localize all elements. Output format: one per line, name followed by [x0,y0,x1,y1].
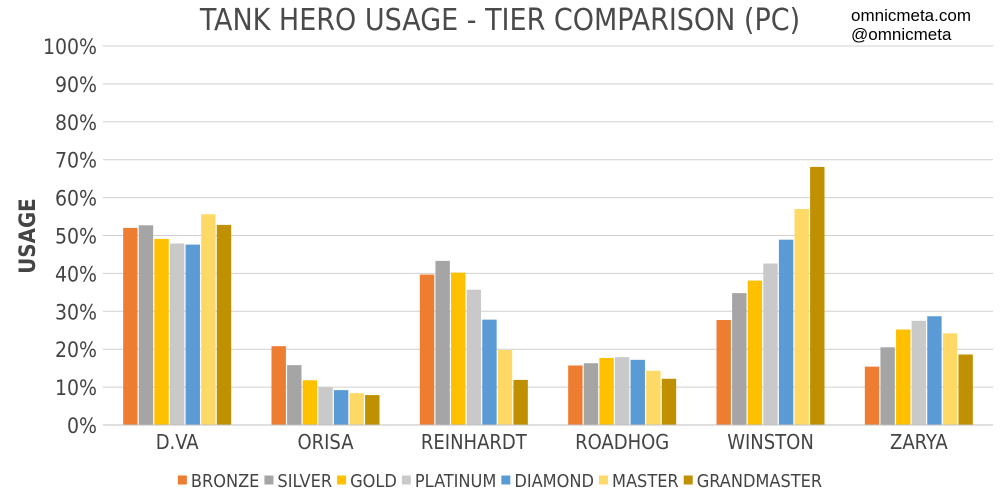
y-axis-label: USAGE [16,198,41,273]
bar-bronze [419,274,435,425]
bar-silver [435,260,450,425]
category-label: ROADHOG [575,430,669,454]
legend-swatch-gold [337,475,347,485]
y-tick-label: 30% [55,300,97,324]
bar-bronze [568,365,583,425]
gridlines [103,45,993,426]
y-tick-label: 50% [55,225,97,249]
bar-platinum [911,320,927,425]
bar-grandmaster [365,395,380,425]
bar-silver [732,293,747,425]
bar-master [942,333,958,425]
legend-label-grandmaster: GRANDMASTER [697,471,822,492]
y-tick-label: 20% [55,338,97,362]
category-label: D.VA [156,430,200,454]
bar-gold [451,272,466,425]
category-label: ORISA [297,430,354,454]
bar-bronze [864,366,880,425]
bar-grandmaster [513,379,528,425]
y-tick-label: 40% [55,262,97,286]
bar-diamond [333,390,349,425]
bar-diamond [185,244,200,425]
y-tick-label: 70% [55,149,97,173]
legend-swatch-grandmaster [683,475,693,485]
bar-gold [599,357,614,425]
bar-platinum [466,289,482,425]
bar-silver [880,347,895,425]
bar-grandmaster [810,166,825,425]
legend-label-master: MASTER [612,471,679,492]
chart-title: TANK HERO USAGE - TIER COMPARISON (PC) [199,3,800,38]
y-tick-label: 100% [43,35,97,59]
bar-master [794,208,809,425]
bar-diamond [482,319,497,425]
legend-swatch-platinum [401,475,411,485]
legend-swatch-bronze [177,475,187,485]
legend-swatch-silver [264,475,274,485]
watermark-website: omnicmeta.com [851,6,971,25]
bar-silver [138,225,154,425]
bar-platinum [763,263,778,425]
bar-gold [154,238,169,425]
category-label: ZARYA [890,430,948,454]
category-label: REINHARDT [421,430,528,454]
y-tick-label: 60% [55,187,97,211]
watermark-handle: @omnicmeta [851,25,952,44]
bar-platinum [169,243,185,425]
bar-grandmaster [958,354,973,425]
bar-diamond [927,316,942,425]
y-tick-label: 0% [67,414,97,438]
bar-bronze [271,346,286,425]
bar-series [123,166,973,425]
y-tick-label: 10% [55,376,97,400]
bar-silver [583,363,599,425]
legend-label-gold: GOLD [350,471,397,492]
bar-platinum [318,387,333,425]
bar-diamond [630,359,645,425]
bar-platinum [614,357,630,425]
legend-label-bronze: BRONZE [191,471,260,492]
category-label: WINSTON [727,430,814,454]
bar-master [201,214,216,425]
legend: BRONZE SILVER GOLD PLATINUM DIAMOND MASTER GRA… [177,471,822,492]
bar-master [349,393,364,425]
bar-gold [896,329,911,425]
legend-label-platinum: PLATINUM [415,471,496,492]
bar-grandmaster [661,378,677,425]
bar-gold [747,280,763,425]
bar-master [646,370,661,425]
legend-swatch-master [598,475,608,485]
y-tick-label: 80% [55,111,97,135]
y-tick-label: 90% [55,73,97,97]
bar-grandmaster [216,224,232,425]
category-labels: D.VA ORISA REINHARDT ROADHOG WINSTON ZARYA [156,430,949,454]
bar-bronze [716,320,731,425]
legend-swatch-diamond [501,475,511,485]
bar-silver [287,365,302,425]
bar-diamond [778,239,794,425]
bar-bronze [123,227,138,425]
y-tick-labels: 0% 10% 20% 30% 40% 50% 60% 70% 80% 90% 100% [43,35,97,438]
legend-label-diamond: DIAMOND [514,471,594,492]
legend-label-silver: SILVER [277,471,332,492]
bar-master [497,349,513,425]
bar-gold [302,380,318,425]
